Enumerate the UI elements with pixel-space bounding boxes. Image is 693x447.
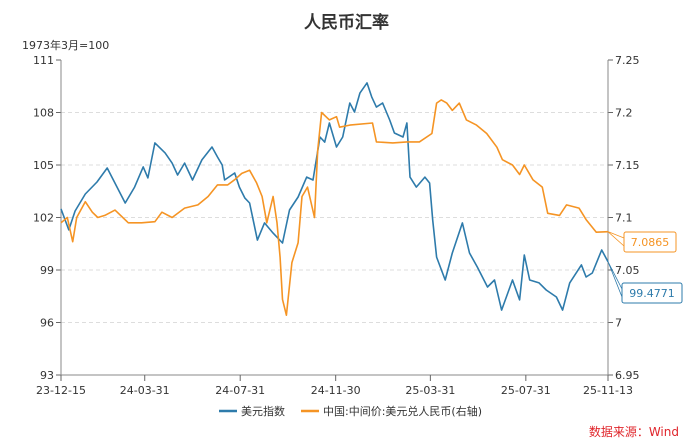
right-tick-label: 7.2 [615,107,633,120]
left-tick-label: 111 [33,54,54,67]
series-line-usd-index [60,82,609,311]
right-tick-label: 7.15 [615,159,640,172]
left-tick-label: 99 [40,264,54,277]
end-value-label: 7.0865 [631,236,670,249]
end-label-connector [607,231,625,247]
x-tick-label: 25-07-31 [501,384,551,397]
x-tick-label: 23-12-15 [36,384,86,397]
right-tick-label: 7.05 [615,264,640,277]
x-tick-label: 24-07-31 [215,384,265,397]
right-tick-label: 7 [615,317,622,330]
left-axis-label: 1973年3月=100 [22,39,110,52]
end-label-box [621,282,683,304]
left-tick-label: 105 [33,159,54,172]
legend-label: 中国:中间价:美元兑人民币(右轴) [323,404,482,418]
source-note: 数据来源：Wind [588,425,679,439]
right-tick-label: 7.1 [615,212,633,225]
series-line-usdcny-midpoint [60,99,609,317]
end-label-connector [607,261,623,298]
chart-title: 人民币汇率 [304,13,389,33]
x-tick-label: 25-03-31 [405,384,455,397]
end-value-label: 99.4771 [629,287,675,300]
left-tick-label: 108 [33,107,54,120]
left-tick-label: 93 [40,369,54,382]
x-tick-label: 25-11-13 [583,384,633,397]
right-tick-label: 7.25 [615,54,640,67]
right-tick-label: 6.95 [615,369,640,382]
x-tick-label: 24-03-31 [120,384,170,397]
left-tick-label: 96 [40,317,54,330]
x-tick-label: 24-11-30 [311,384,361,397]
legend-label: 美元指数 [241,404,285,418]
end-label-box [623,231,677,253]
left-tick-label: 102 [33,212,54,225]
